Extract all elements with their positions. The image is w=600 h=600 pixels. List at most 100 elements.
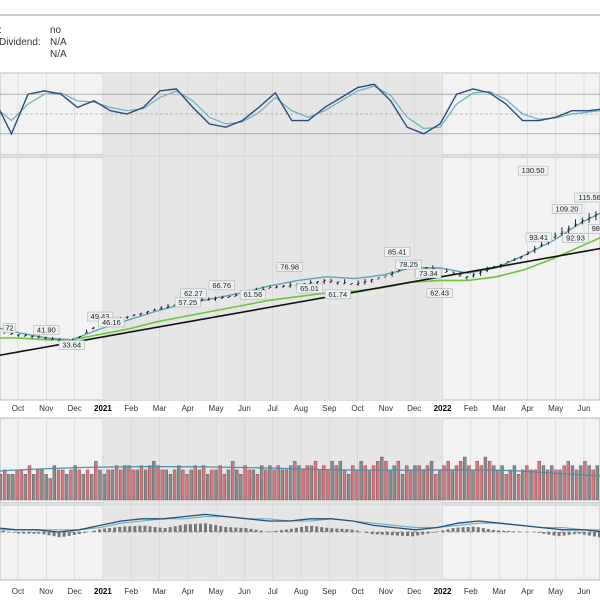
macd-hist-bar bbox=[385, 532, 389, 535]
volume-bar bbox=[384, 461, 388, 501]
volume-bar bbox=[98, 469, 102, 501]
macd-hist-bar bbox=[274, 530, 278, 532]
macd-hist-bar bbox=[57, 532, 61, 538]
volume-bar bbox=[255, 474, 260, 501]
volume-bar bbox=[73, 465, 77, 501]
macd-hist-bar bbox=[17, 532, 21, 534]
macd-hist-bar bbox=[244, 528, 248, 532]
bottom-tick-label: Jul bbox=[268, 587, 278, 596]
price-label-box bbox=[587, 223, 600, 234]
macd-hist-bar bbox=[380, 532, 384, 535]
macd-hist-bar bbox=[204, 523, 208, 532]
volume-bar bbox=[280, 469, 284, 501]
macd-hist-bar bbox=[502, 530, 505, 532]
macd-hist-bar bbox=[47, 532, 51, 536]
volume-bar bbox=[0, 474, 3, 501]
macd-hist-bar bbox=[456, 527, 460, 532]
macd-hist-bar bbox=[284, 529, 288, 532]
price-label-box bbox=[415, 268, 442, 279]
volume-bar bbox=[500, 465, 504, 501]
volume-bar bbox=[85, 469, 90, 501]
macd-hist-bar bbox=[77, 532, 81, 535]
bottom-tick-label: Feb bbox=[464, 587, 478, 596]
macd-hist-bar bbox=[214, 525, 218, 532]
macd-hist-bar bbox=[294, 527, 298, 532]
macd-hist-bar bbox=[224, 526, 228, 532]
volume-bar bbox=[123, 465, 127, 501]
volume-bar bbox=[65, 474, 69, 501]
macd-hist-bar bbox=[486, 528, 490, 532]
macd-hist-bar bbox=[163, 527, 167, 532]
volume-bar bbox=[127, 465, 131, 501]
info-value: no bbox=[50, 25, 62, 36]
macd-hist-bar bbox=[562, 532, 566, 536]
price-label: 76.98 bbox=[280, 262, 299, 271]
x-tick-label: May bbox=[209, 404, 224, 413]
bottom-tick-label: May bbox=[209, 587, 224, 596]
macd-hist-bar bbox=[300, 526, 303, 532]
macd-hist-bar bbox=[335, 528, 339, 532]
macd-hist-bar bbox=[254, 529, 258, 532]
macd-hist-bar bbox=[123, 526, 127, 532]
x-tick-label: Jun bbox=[238, 404, 251, 413]
macd-hist-bar bbox=[340, 528, 344, 532]
volume-bar bbox=[309, 465, 314, 501]
x-tick-label: Sep bbox=[322, 404, 337, 413]
volume-bar bbox=[15, 469, 19, 501]
volume-bar bbox=[168, 474, 173, 501]
volume-bar bbox=[591, 469, 595, 501]
volume-bar bbox=[487, 461, 492, 501]
price-label: 93.41 bbox=[529, 233, 548, 242]
volume-bar bbox=[554, 469, 558, 501]
volume-bar bbox=[579, 465, 583, 501]
macd-hist-bar bbox=[209, 524, 213, 532]
bottom-tick-label: Feb bbox=[124, 587, 138, 596]
bottom-tick-label: Aug bbox=[294, 587, 308, 596]
price-label: 85.41 bbox=[388, 247, 407, 256]
macd-hist-bar bbox=[582, 532, 586, 535]
macd-hist-bar bbox=[128, 526, 132, 532]
macd-hist-bar bbox=[416, 532, 420, 536]
volume-bar bbox=[272, 469, 276, 501]
volume-bar bbox=[421, 469, 425, 501]
macd-hist-bar bbox=[153, 526, 157, 532]
macd-hist-bar bbox=[320, 527, 324, 532]
macd-hist-bar bbox=[431, 532, 435, 533]
macd-hist-bar bbox=[52, 532, 56, 537]
volume-bar bbox=[400, 474, 405, 501]
volume-bar bbox=[529, 469, 533, 501]
macd-hist-bar bbox=[133, 525, 137, 532]
volume-bar bbox=[326, 469, 330, 501]
macd-line bbox=[0, 513, 600, 533]
macd-hist-bar bbox=[269, 531, 273, 532]
macd-hist-bar bbox=[481, 528, 485, 532]
volume-bar bbox=[61, 469, 65, 501]
volume-bar bbox=[251, 469, 255, 501]
volume-bar bbox=[450, 469, 454, 501]
price-label-box bbox=[98, 317, 125, 328]
volume-bar bbox=[218, 465, 222, 501]
macd-hist-bar bbox=[451, 528, 455, 532]
price-label: 130.50 bbox=[522, 166, 545, 175]
macd-hist-bar bbox=[471, 526, 475, 532]
x-tick-label: 2021 bbox=[94, 404, 112, 413]
price-label: 78.25 bbox=[399, 260, 418, 269]
volume-bar bbox=[442, 465, 446, 501]
macd-hist-bar bbox=[406, 532, 410, 537]
volume-bar bbox=[351, 465, 355, 501]
price-label: 73.34 bbox=[419, 269, 438, 278]
volume-bar bbox=[152, 461, 156, 501]
volume-bar bbox=[305, 465, 309, 501]
price-label-box bbox=[395, 259, 422, 270]
ma-long-line bbox=[0, 236, 600, 341]
trend-line bbox=[0, 247, 600, 356]
macd-hist-bar bbox=[567, 532, 571, 535]
volume-bar bbox=[264, 469, 268, 501]
macd-hist-bar bbox=[421, 532, 425, 535]
volume-bar bbox=[268, 465, 272, 501]
info-key: l Dividend: bbox=[0, 37, 41, 48]
volume-bar bbox=[504, 474, 508, 501]
price-label: 41.90 bbox=[37, 325, 56, 334]
volume-bar bbox=[201, 465, 206, 501]
x-tick-label: Oct bbox=[12, 404, 25, 413]
